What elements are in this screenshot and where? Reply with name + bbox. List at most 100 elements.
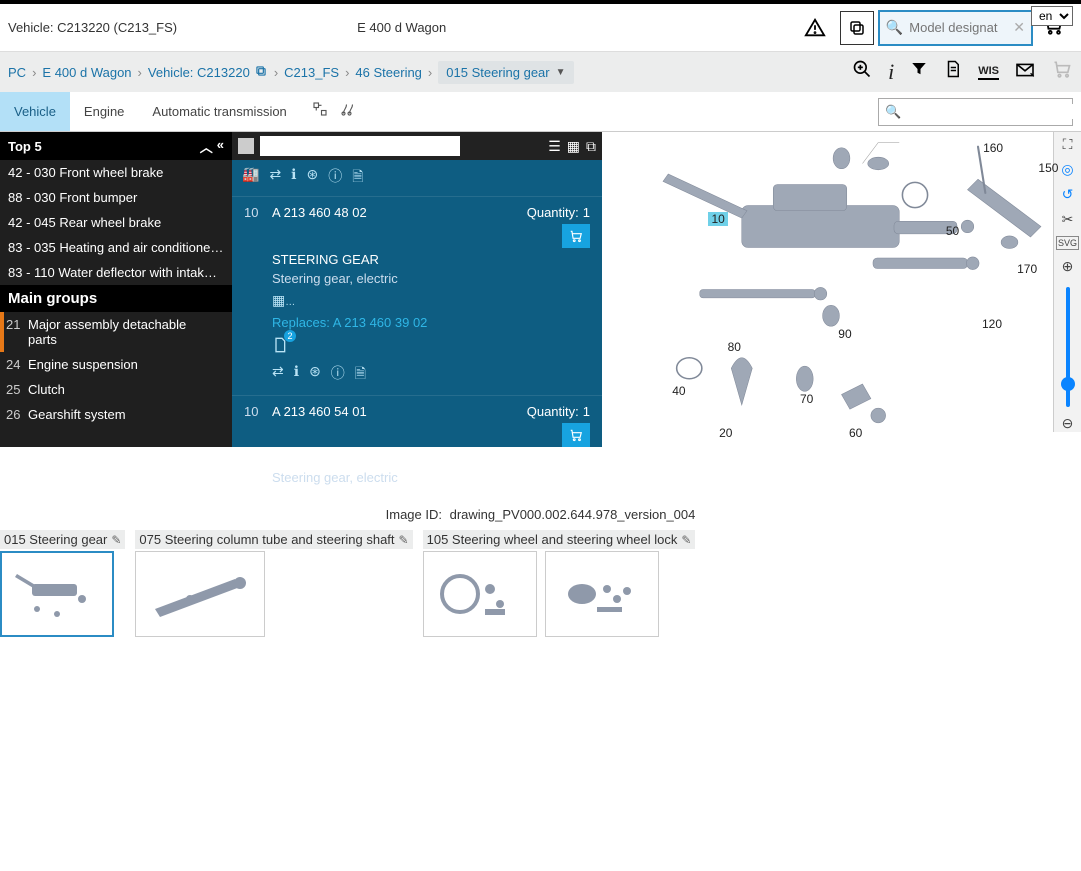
search-icon: 🔍 <box>885 104 901 120</box>
callout-40[interactable]: 40 <box>672 384 685 398</box>
thumbnail-image <box>135 551 265 637</box>
callout-10[interactable]: 10 <box>708 212 727 226</box>
model-search[interactable]: 🔍 ✕ <box>878 10 1033 46</box>
history-icon[interactable]: ↺ <box>1062 186 1074 203</box>
sidebar: Top 5 ︿« 42 - 030 Front wheel brake 88 -… <box>0 132 232 447</box>
language-select[interactable]: en <box>1031 6 1073 26</box>
qty-value: 1 <box>583 404 590 419</box>
expand-icon[interactable]: ⛶ <box>1063 136 1073 153</box>
zoom-in-icon[interactable]: ⊕ <box>1062 258 1074 275</box>
part-doc-badge-icon[interactable]: 2 <box>272 336 288 357</box>
part-grid-icon[interactable]: ▦… <box>272 292 590 309</box>
tab-tool-icon-2[interactable] <box>339 100 357 123</box>
part-row[interactable]: 10 A 213 460 48 02 Quantity:1 STEERING G… <box>232 196 602 395</box>
doc-icon[interactable]: 🗎 <box>355 363 366 387</box>
callout-60[interactable]: 60 <box>849 426 862 440</box>
callout-160[interactable]: 160 <box>983 141 1003 155</box>
callout-150[interactable]: 150 <box>1038 161 1058 175</box>
sidebar-main-item[interactable]: 21 Major assembly detachable parts <box>0 312 232 352</box>
callout-20[interactable]: 20 <box>719 426 732 440</box>
thumbnail[interactable]: 015 Steering gear✎ <box>0 530 125 637</box>
warning-icon[interactable] <box>798 11 832 45</box>
factory-icon[interactable]: 🏭 <box>242 166 259 190</box>
add-to-cart-button[interactable] <box>562 224 590 248</box>
info-circle-icon[interactable]: ⓘ <box>331 363 345 387</box>
drawing-viewer[interactable]: ⛶ ◎ ↺ ✂ SVG ⊕ ⊖ 10 50 150 160 170 90 120 80 40 70… <box>602 132 1081 447</box>
sidebar-top-item[interactable]: 42 - 030 Front wheel brake <box>0 160 232 185</box>
part-position: 10 <box>244 205 272 248</box>
svg-icon[interactable]: SVG <box>1056 236 1079 250</box>
callout-120[interactable]: 120 <box>982 317 1002 331</box>
callout-80[interactable]: 80 <box>728 340 741 354</box>
globe-icon[interactable]: ⊛ <box>307 166 319 190</box>
chevron-up-icon[interactable]: ︿ <box>200 137 213 156</box>
copy-icon[interactable] <box>840 11 874 45</box>
tab-automatic-transmission[interactable]: Automatic transmission <box>138 92 300 131</box>
sync-icon[interactable]: ⇄ <box>272 363 284 387</box>
wis-icon[interactable]: WIS <box>978 65 999 80</box>
part-row[interactable]: 10 A 213 460 54 01 Quantity:1 STEERING G… <box>232 395 602 493</box>
collapse-icon[interactable]: « <box>217 137 224 156</box>
mail-icon[interactable] <box>1015 61 1035 84</box>
breadcrumb-item[interactable]: C213_FS <box>284 65 339 80</box>
grid-view-icon[interactable]: ▦ <box>567 138 580 155</box>
breadcrumb-item[interactable]: PC <box>8 65 26 80</box>
breadcrumb-item[interactable]: Vehicle: C213220 <box>148 65 250 80</box>
header-vehicle: Vehicle: C213220 (C213_FS) <box>8 20 177 35</box>
callout-90[interactable]: 90 <box>838 327 851 341</box>
tab-tool-icon-1[interactable] <box>311 100 329 123</box>
callout-170[interactable]: 170 <box>1017 262 1037 276</box>
add-to-cart-button[interactable] <box>562 423 590 447</box>
document-icon[interactable] <box>944 59 962 85</box>
crop-icon[interactable]: ✂ <box>1062 211 1074 228</box>
key-icon[interactable]: ℹ <box>291 166 296 190</box>
sidebar-maingroups-header[interactable]: Main groups <box>0 285 232 312</box>
sidebar-main-item[interactable]: 24 Engine suspension <box>0 352 232 377</box>
part-replaces[interactable]: Replaces: A 213 460 39 02 <box>272 315 590 330</box>
breadcrumb-item[interactable]: 46 Steering <box>355 65 422 80</box>
breadcrumb-current[interactable]: 015 Steering gear ▼ <box>438 61 573 84</box>
zoom-slider[interactable] <box>1066 287 1070 407</box>
parts-filter-input[interactable] <box>260 136 460 156</box>
secondary-search[interactable]: 🔍 ✕ <box>878 98 1073 126</box>
info-icon[interactable]: i <box>888 59 894 85</box>
breadcrumb-item[interactable]: E 400 d Wagon <box>42 65 131 80</box>
edit-icon[interactable]: ✎ <box>111 533 121 547</box>
globe-icon[interactable]: ⊛ <box>309 363 321 387</box>
zoom-in-icon[interactable] <box>852 59 872 85</box>
image-id-label: Image ID: <box>386 507 442 522</box>
sidebar-top5-header[interactable]: Top 5 ︿« <box>0 132 232 160</box>
model-search-input[interactable] <box>909 20 1009 35</box>
sidebar-top-item[interactable]: 42 - 045 Rear wheel brake <box>0 210 232 235</box>
thumbnail[interactable]: 105 Steering wheel and steering wheel lo… <box>423 530 696 637</box>
callout-70[interactable]: 70 <box>800 392 813 406</box>
thumbnail[interactable]: 075 Steering column tube and steering sh… <box>135 530 412 637</box>
zoom-slider-thumb[interactable] <box>1061 377 1075 391</box>
sidebar-top-item[interactable]: 83 - 035 Heating and air conditioner h..… <box>0 235 232 260</box>
clear-search-icon[interactable]: ✕ <box>1013 19 1025 36</box>
cart-grey-icon[interactable] <box>1051 59 1073 85</box>
popout-icon[interactable]: ⧉ <box>586 138 596 155</box>
list-view-icon[interactable]: ☰ <box>548 138 561 155</box>
sidebar-top-item[interactable]: 83 - 110 Water deflector with intake bo.… <box>0 260 232 285</box>
thumbnail-image <box>545 551 659 637</box>
part-name: STEERING GEAR <box>272 451 590 466</box>
target-icon[interactable]: ◎ <box>1061 161 1073 178</box>
tab-vehicle[interactable]: Vehicle <box>0 92 70 131</box>
copy-small-icon[interactable] <box>254 64 268 81</box>
sidebar-main-item[interactable]: 25 Clutch <box>0 377 232 402</box>
callout-50[interactable]: 50 <box>946 224 959 238</box>
sync-icon[interactable]: ⇄ <box>269 166 281 190</box>
checkbox-icon[interactable] <box>238 138 254 154</box>
edit-icon[interactable]: ✎ <box>681 533 691 547</box>
edit-icon[interactable]: ✎ <box>399 533 409 547</box>
secondary-search-input[interactable] <box>905 104 1081 119</box>
key-icon[interactable]: ℹ <box>294 363 299 387</box>
tab-engine[interactable]: Engine <box>70 92 138 131</box>
sidebar-main-item[interactable]: 26 Gearshift system <box>0 402 232 427</box>
doc-icon[interactable]: 🗎 <box>352 166 363 190</box>
zoom-out-icon[interactable]: ⊖ <box>1062 415 1074 432</box>
info-circle-icon[interactable]: ⓘ <box>328 166 342 190</box>
sidebar-top-item[interactable]: 88 - 030 Front bumper <box>0 185 232 210</box>
filter-icon[interactable] <box>910 60 928 84</box>
